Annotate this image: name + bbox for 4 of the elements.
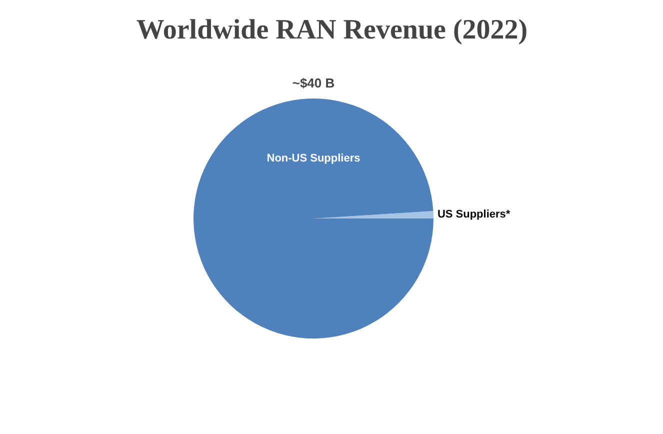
slice-label: Non-US Suppliers [266,152,360,164]
chart-title: Worldwide RAN Revenue (2022) [136,14,528,46]
chart-subtitle: ~$40 B [292,76,335,90]
slice-label: US Suppliers* [437,208,511,221]
